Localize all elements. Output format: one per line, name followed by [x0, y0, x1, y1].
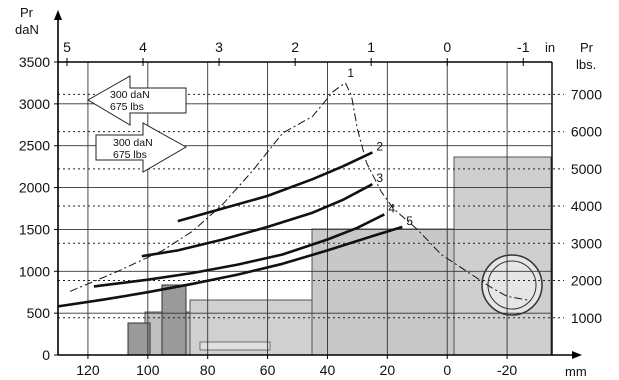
x-axis-arrow [572, 351, 582, 359]
y-left-tick-label: 1500 [19, 221, 50, 237]
y-right-unit-top: Pr [580, 40, 594, 55]
left-arrow-label-2: 675 lbs [110, 101, 144, 113]
y-right-tick-label: 3000 [571, 235, 602, 251]
axes [54, 10, 582, 359]
wheel-outer [481, 254, 543, 316]
machine-pillar-1 [161, 284, 187, 356]
y-left-unit-top: Pr [20, 5, 34, 20]
x-top-tick-label: 5 [63, 39, 71, 55]
x-bottom-tick-label: 20 [380, 362, 396, 378]
y-left-tick-label: 2500 [19, 138, 50, 154]
x-top-tick-label: 4 [139, 39, 147, 55]
left-arrow-shape [87, 75, 187, 126]
x-bottom-tick-label: 40 [320, 362, 336, 378]
y-right-tick-label: 4000 [571, 198, 602, 214]
y-left-tick-label: 3500 [19, 54, 50, 70]
y-left-tick-label: 3000 [19, 96, 50, 112]
y-right-tick-label: 1000 [571, 310, 602, 326]
y-left-tick-label: 1000 [19, 263, 50, 279]
right-arrow-label-1: 300 daN [113, 137, 153, 149]
right-arrow-shape [95, 122, 188, 173]
x-top-tick-label: 3 [215, 39, 223, 55]
y-right-unit-bottom: lbs. [576, 57, 596, 72]
machine-pillar-2 [127, 322, 151, 356]
tick-labels: 0500100015002000250030003500100020003000… [19, 39, 602, 378]
series-line-2 [177, 151, 373, 223]
x-bottom-tick-label: 60 [260, 362, 276, 378]
y-left-tick-label: 2000 [19, 180, 50, 196]
machine-illustration [127, 156, 552, 356]
left-arrow-annotation: 300 daN 675 lbs [87, 75, 187, 126]
x-top-unit: in [545, 40, 555, 55]
x-top-tick-label: 2 [291, 39, 299, 55]
y-axis-arrow [54, 10, 62, 20]
y-left-unit-bottom: daN [15, 22, 39, 37]
series-line-3 [141, 183, 374, 258]
x-bottom-tick-label: 100 [136, 362, 160, 378]
series-label-5: 5 [406, 214, 413, 228]
x-top-tick-label: 1 [367, 39, 375, 55]
series-label-3: 3 [376, 171, 383, 185]
x-top-tick-label: 0 [443, 39, 451, 55]
x-bottom-tick-label: -20 [497, 362, 517, 378]
x-bottom-tick-label: 0 [443, 362, 451, 378]
y-left-tick-label: 0 [42, 347, 50, 363]
series-line-4 [93, 213, 385, 288]
x-top-tick-label: -1 [517, 39, 530, 55]
series-lines: 1 2 3 45 [57, 66, 532, 308]
right-arrow-annotation: 300 daN 675 lbs [95, 122, 188, 173]
y-right-tick-label: 5000 [571, 161, 602, 177]
right-arrow-label-2: 675 lbs [113, 149, 147, 161]
y-right-tick-label: 6000 [571, 124, 602, 140]
machine-rail [199, 341, 271, 351]
y-right-tick-label: 7000 [571, 86, 602, 102]
x-bottom-unit: mm [565, 364, 587, 379]
series-label-2: 2 [376, 139, 383, 153]
series-line-5 [57, 225, 403, 308]
y-right-tick-label: 2000 [571, 273, 602, 289]
y-left-tick-label: 500 [27, 305, 51, 321]
left-arrow-label-1: 300 daN [110, 89, 150, 101]
machine-body-mid [311, 228, 455, 356]
x-bottom-tick-label: 80 [200, 362, 216, 378]
x-bottom-tick-label: 120 [76, 362, 100, 378]
series-line-1 [69, 82, 532, 302]
series-label-1: 1 [347, 66, 354, 80]
series-label-4: 4 [388, 201, 395, 215]
